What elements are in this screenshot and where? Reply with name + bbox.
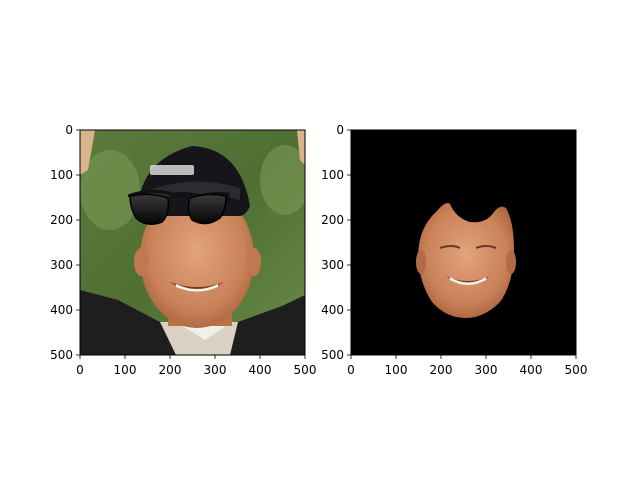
left-image-panel	[80, 130, 305, 355]
right-ytick-label: 500	[321, 348, 344, 362]
right-ytick-label: 200	[321, 213, 344, 227]
left-xtick-label: 500	[294, 363, 317, 377]
right-xtick-label: 200	[430, 363, 453, 377]
right-image-panel	[351, 130, 576, 355]
left-xtick-label: 0	[76, 363, 84, 377]
left-xtick-label: 200	[159, 363, 182, 377]
right-xtick-label: 500	[565, 363, 588, 377]
left-ytick-label: 300	[50, 258, 73, 272]
right-xtick-label: 300	[475, 363, 498, 377]
right-xtick-label: 100	[385, 363, 408, 377]
left-ytick-label: 500	[50, 348, 73, 362]
right-axes-frame	[350, 129, 577, 356]
right-ytick-label: 300	[321, 258, 344, 272]
right-xtick-label: 400	[520, 363, 543, 377]
left-xtick-label: 100	[114, 363, 137, 377]
right-ytick-label: 400	[321, 303, 344, 317]
left-ytick-label: 400	[50, 303, 73, 317]
left-xtick-label: 400	[249, 363, 272, 377]
left-axes-frame	[79, 129, 306, 356]
right-ytick-label: 0	[336, 123, 344, 137]
left-ytick-label: 100	[50, 168, 73, 182]
left-ytick-label: 0	[65, 123, 73, 137]
sunglasses-overlay	[127, 189, 230, 225]
right-ytick-label: 100	[321, 168, 344, 182]
right-xtick-label: 0	[347, 363, 355, 377]
left-ytick-label: 200	[50, 213, 73, 227]
left-xtick-label: 300	[204, 363, 227, 377]
